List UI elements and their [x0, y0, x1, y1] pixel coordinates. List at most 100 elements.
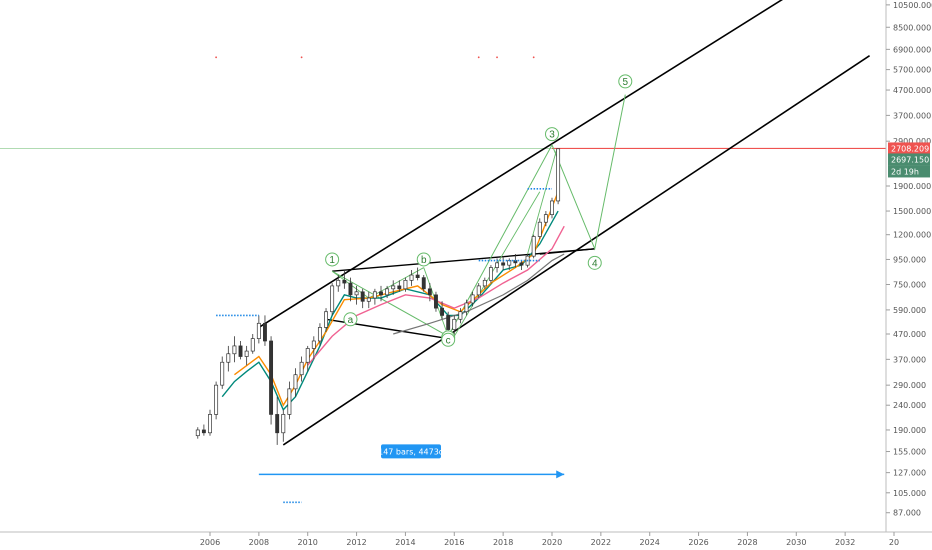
y-tick-label: 370.000 — [893, 355, 926, 364]
x-tick-label: 2010 — [298, 538, 318, 547]
candle-body — [244, 350, 249, 357]
candle-body — [330, 285, 335, 313]
candle — [434, 291, 438, 312]
candle — [281, 409, 286, 442]
candle-body — [519, 262, 524, 266]
candle — [244, 345, 249, 366]
candle — [379, 285, 383, 302]
wave-label-text: 5 — [623, 77, 629, 88]
candle — [354, 285, 359, 305]
candle-body — [311, 340, 316, 349]
y-tick-label: 190.000 — [893, 426, 926, 435]
wave-label-circle — [441, 332, 456, 347]
candle-body — [342, 279, 347, 284]
candle — [519, 260, 524, 270]
candle-body — [379, 291, 383, 296]
price-tag: 2697.150 — [888, 153, 930, 166]
candle — [336, 275, 341, 292]
candle-body — [232, 345, 237, 355]
candle-body — [537, 221, 542, 237]
wave-label-a: a — [343, 312, 358, 327]
candle-body — [372, 291, 377, 299]
candle-body — [501, 262, 506, 266]
candle — [330, 283, 335, 316]
candle-body — [452, 318, 457, 330]
candle — [366, 291, 371, 309]
candle-body — [299, 361, 304, 376]
candle-body — [415, 274, 420, 278]
candle — [397, 280, 402, 292]
candle-body — [440, 307, 445, 316]
signal-dot — [215, 56, 218, 59]
candle — [531, 234, 536, 259]
x-tick-label: 2032 — [835, 538, 855, 547]
candle — [324, 308, 328, 332]
candle — [250, 334, 255, 354]
candle — [543, 211, 548, 227]
candle — [263, 315, 267, 346]
candle-body — [317, 327, 322, 342]
candle — [403, 277, 408, 292]
candle-body — [476, 285, 481, 296]
candle — [556, 148, 561, 205]
candle-body — [385, 288, 390, 296]
candle-body — [226, 353, 231, 363]
range-label-box — [381, 444, 441, 459]
y-tick-label: 6900.000 — [893, 45, 931, 54]
wave-label-text: a — [348, 315, 354, 326]
candle-body — [488, 267, 493, 281]
date-range-measure[interactable]: 147 bars, 4473d — [258, 444, 565, 479]
wave-projection — [331, 94, 626, 337]
candle-body — [550, 200, 554, 215]
candle-body — [195, 429, 200, 437]
moving-average-gray — [393, 253, 565, 335]
candle — [537, 218, 542, 240]
candle — [317, 323, 322, 346]
y-tick-label: 1200.000 — [893, 231, 931, 240]
candle — [232, 336, 237, 363]
price-tag-bg — [888, 142, 930, 155]
y-tick-label: 1900.000 — [893, 182, 931, 191]
candle-body — [556, 148, 561, 202]
signal-dot — [532, 56, 535, 59]
candle-body — [238, 345, 243, 357]
wave-segment — [368, 267, 424, 299]
candle — [220, 356, 225, 389]
x-tick-label: 2008 — [249, 538, 269, 547]
price-tag: 2d 19h — [888, 165, 930, 178]
candle — [269, 336, 274, 425]
price-tag-text: 2697.150 — [891, 155, 929, 164]
x-tick-label: 20 — [889, 538, 899, 547]
candle — [311, 336, 316, 360]
y-tick-label: 87.000 — [893, 509, 921, 518]
candle-body — [269, 340, 274, 415]
wave-label-c: c — [441, 332, 456, 347]
candle-body — [305, 348, 310, 363]
candle — [452, 315, 457, 337]
candle-body — [403, 279, 408, 290]
range-label: 147 bars, 4473d — [378, 447, 444, 456]
y-tick-label: 3700.000 — [893, 111, 931, 120]
candle-body — [531, 236, 536, 257]
candle-body — [354, 291, 359, 296]
candle — [201, 424, 206, 436]
wave-label-text: b — [421, 255, 427, 266]
candle-body — [324, 311, 328, 328]
candle — [464, 299, 469, 316]
candle — [360, 288, 365, 309]
price-tag-text: 2708.209 — [891, 144, 929, 153]
candle-body — [256, 322, 261, 339]
x-tick-label: 2022 — [591, 538, 611, 547]
candle — [256, 315, 261, 344]
wave-label-text: 1 — [329, 255, 335, 266]
candle-body — [214, 384, 219, 415]
x-tick-label: 2026 — [688, 538, 708, 547]
x-tick-label: 2018 — [493, 538, 513, 547]
price-tag-bg — [888, 153, 930, 166]
candle-body — [293, 374, 298, 390]
candle-body — [360, 291, 365, 302]
candle — [440, 301, 445, 320]
x-tick-label: 2024 — [640, 538, 660, 547]
